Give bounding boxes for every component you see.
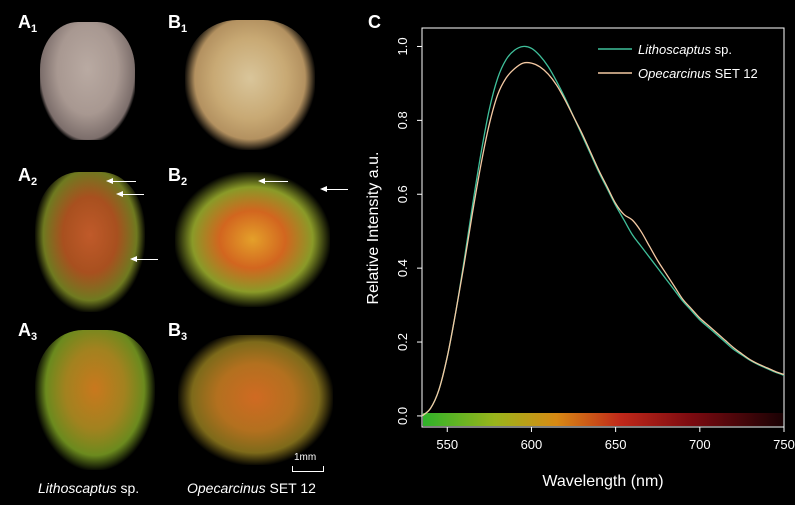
series-line-lithoscaptus — [421, 45, 785, 417]
caption-lithoscaptus: Lithoscaptus sp. — [38, 480, 140, 496]
panel-label-b2: B2 — [168, 165, 188, 188]
spectrum-color-bar — [423, 413, 783, 426]
arrow-a2-mid — [116, 191, 144, 197]
series-line-opecarcinus — [421, 61, 785, 417]
arrow-b2-right — [320, 186, 348, 192]
scale-bar-label: 1mm — [294, 452, 317, 463]
crab-photo-b2 — [175, 172, 330, 307]
arrow-b2-top — [258, 178, 288, 184]
legend-label-lithoscaptus: Lithoscaptus sp. — [638, 42, 732, 57]
panel-label-a2: A2 — [18, 165, 38, 188]
x-tick-label: 550 — [436, 437, 458, 452]
panel-label-b3: B3 — [168, 320, 188, 343]
panel-label-a1: A1 — [18, 12, 38, 35]
panel-label-a3: A3 — [18, 320, 38, 343]
arrow-a2-top — [106, 178, 136, 184]
legend-label-opecarcinus: Opecarcinus SET 12 — [638, 66, 758, 81]
crab-photo-a2 — [35, 172, 145, 312]
y-tick-label: 0.0 — [395, 407, 410, 425]
y-tick-label: 0.2 — [395, 333, 410, 351]
scale-bar — [292, 466, 324, 472]
panel-label-c: C — [368, 12, 381, 32]
crab-photo-a3 — [35, 330, 155, 470]
crab-photo-b1 — [185, 20, 315, 150]
y-tick-label: 0.8 — [395, 111, 410, 129]
y-tick-label: 0.4 — [395, 259, 410, 277]
x-tick-label: 750 — [773, 437, 795, 452]
crab-photo-b3 — [178, 335, 333, 465]
arrow-a2-bottom — [130, 256, 158, 262]
y-tick-label: 0.6 — [395, 185, 410, 203]
panel-label-b1: B1 — [168, 12, 188, 35]
crab-photo-a1 — [40, 22, 135, 140]
caption-opecarcinus: Opecarcinus SET 12 — [187, 480, 316, 496]
x-axis-label: Wavelength (nm) — [542, 473, 663, 490]
y-tick-label: 1.0 — [395, 37, 410, 55]
plot-frame — [421, 27, 785, 428]
x-tick-label: 650 — [605, 437, 627, 452]
y-axis-label: Relative Intensity a.u. — [365, 152, 382, 305]
x-tick-label: 700 — [689, 437, 711, 452]
x-tick-label: 600 — [521, 437, 543, 452]
